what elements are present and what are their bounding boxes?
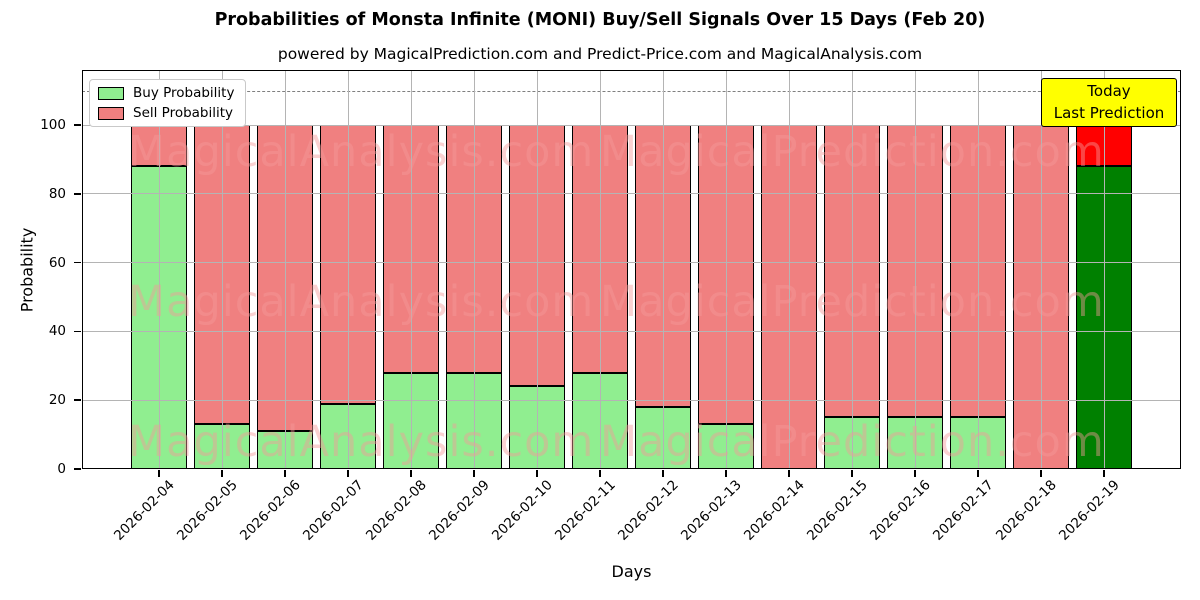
x-gridline xyxy=(1040,70,1042,469)
watermark-text: MagicalPrediction.com xyxy=(600,417,1105,467)
x-gridline xyxy=(977,70,979,469)
x-tick-label: 2026-02-14 xyxy=(740,477,808,544)
y-gridline xyxy=(82,330,1181,332)
watermark-text: MagicalPrediction.com xyxy=(600,277,1105,327)
x-gridline xyxy=(410,70,412,469)
x-gridline xyxy=(536,70,538,469)
x-tick-label: 2026-02-11 xyxy=(551,477,619,544)
x-tick-label: 2026-02-06 xyxy=(236,477,304,544)
chart-title: Probabilities of Monsta Infinite (MONI) … xyxy=(214,10,986,30)
y-tick-label: 80 xyxy=(48,185,66,202)
x-gridline xyxy=(788,70,790,469)
x-tick-mark xyxy=(1103,470,1105,477)
x-tick-mark xyxy=(788,470,790,477)
x-tick-label: 2026-02-04 xyxy=(110,477,178,544)
y-tick-mark xyxy=(74,399,81,401)
legend-swatch xyxy=(98,86,124,100)
upper-dashed-line xyxy=(82,90,1181,92)
y-tick-label: 20 xyxy=(48,392,66,409)
x-tick-mark xyxy=(725,470,727,477)
x-gridline xyxy=(1103,70,1105,469)
x-tick-label: 2026-02-05 xyxy=(173,477,241,544)
x-tick-label: 2026-02-16 xyxy=(866,477,934,544)
x-gridline xyxy=(347,70,349,469)
today-annotation-box: Today Last Prediction xyxy=(1041,78,1177,127)
x-tick-label: 2026-02-13 xyxy=(677,477,745,544)
x-tick-mark xyxy=(662,470,664,477)
x-tick-mark xyxy=(473,470,475,477)
watermark-text: MagicalPrediction.com xyxy=(600,127,1105,177)
x-tick-label: 2026-02-19 xyxy=(1055,477,1123,544)
x-tick-label: 2026-02-17 xyxy=(929,477,997,544)
watermark-text: MagicalAnalysis.com xyxy=(128,277,595,327)
y-tick-label: 0 xyxy=(57,461,66,477)
x-gridline xyxy=(599,70,601,469)
y-gridline xyxy=(82,124,1181,126)
x-tick-label: 2026-02-12 xyxy=(614,477,682,544)
y-tick-mark xyxy=(74,124,81,126)
x-tick-label: 2026-02-10 xyxy=(488,477,556,544)
y-tick-label: 100 xyxy=(40,117,66,134)
x-tick-mark xyxy=(977,470,979,477)
x-gridline xyxy=(851,70,853,469)
x-gridline xyxy=(221,70,223,469)
x-tick-mark xyxy=(158,470,160,477)
x-gridline xyxy=(158,70,160,469)
x-tick-mark xyxy=(851,470,853,477)
legend-swatch xyxy=(98,106,124,120)
x-tick-label: 2026-02-07 xyxy=(299,477,367,544)
x-gridline xyxy=(662,70,664,469)
y-gridline xyxy=(82,262,1181,264)
x-tick-mark xyxy=(536,470,538,477)
chart-subtitle: powered by MagicalPrediction.com and Pre… xyxy=(277,45,923,63)
legend-row: Buy Probability xyxy=(98,86,234,100)
y-tick-mark xyxy=(74,330,81,333)
x-tick-mark xyxy=(347,470,349,477)
x-tick-mark xyxy=(914,470,916,477)
y-tick-label: 60 xyxy=(48,254,66,271)
watermark-text: MagicalAnalysis.com xyxy=(128,417,595,467)
x-tick-mark xyxy=(410,470,412,477)
x-gridline xyxy=(284,70,286,469)
x-tick-mark xyxy=(1040,470,1042,477)
annotation-line2: Last Prediction xyxy=(1053,103,1165,122)
annotation-line1: Today xyxy=(1087,81,1131,100)
x-axis-label: Days xyxy=(611,562,652,581)
y-tick-label: 40 xyxy=(48,323,66,340)
chart-legend: Buy Probability Sell Probability xyxy=(89,79,247,127)
x-tick-label: 2026-02-15 xyxy=(803,477,871,544)
x-tick-label: 2026-02-09 xyxy=(425,477,493,544)
y-tick-mark xyxy=(74,468,81,470)
legend-row: Sell Probability xyxy=(98,106,234,120)
watermark-text: MagicalAnalysis.com xyxy=(128,127,595,177)
y-tick-mark xyxy=(74,261,81,264)
x-tick-label: 2026-02-08 xyxy=(362,477,430,544)
legend-label: Buy Probability xyxy=(133,85,235,101)
x-tick-mark xyxy=(284,470,286,477)
x-tick-mark xyxy=(221,470,223,477)
x-tick-mark xyxy=(599,470,601,477)
legend-label: Sell Probability xyxy=(133,105,234,121)
y-gridline xyxy=(82,193,1181,195)
plot-area xyxy=(82,70,1181,469)
y-tick-mark xyxy=(74,193,81,195)
x-gridline xyxy=(914,70,916,469)
x-gridline xyxy=(473,70,475,469)
y-gridline xyxy=(82,399,1181,401)
x-tick-label: 2026-02-18 xyxy=(992,477,1060,544)
x-gridline xyxy=(725,70,727,469)
